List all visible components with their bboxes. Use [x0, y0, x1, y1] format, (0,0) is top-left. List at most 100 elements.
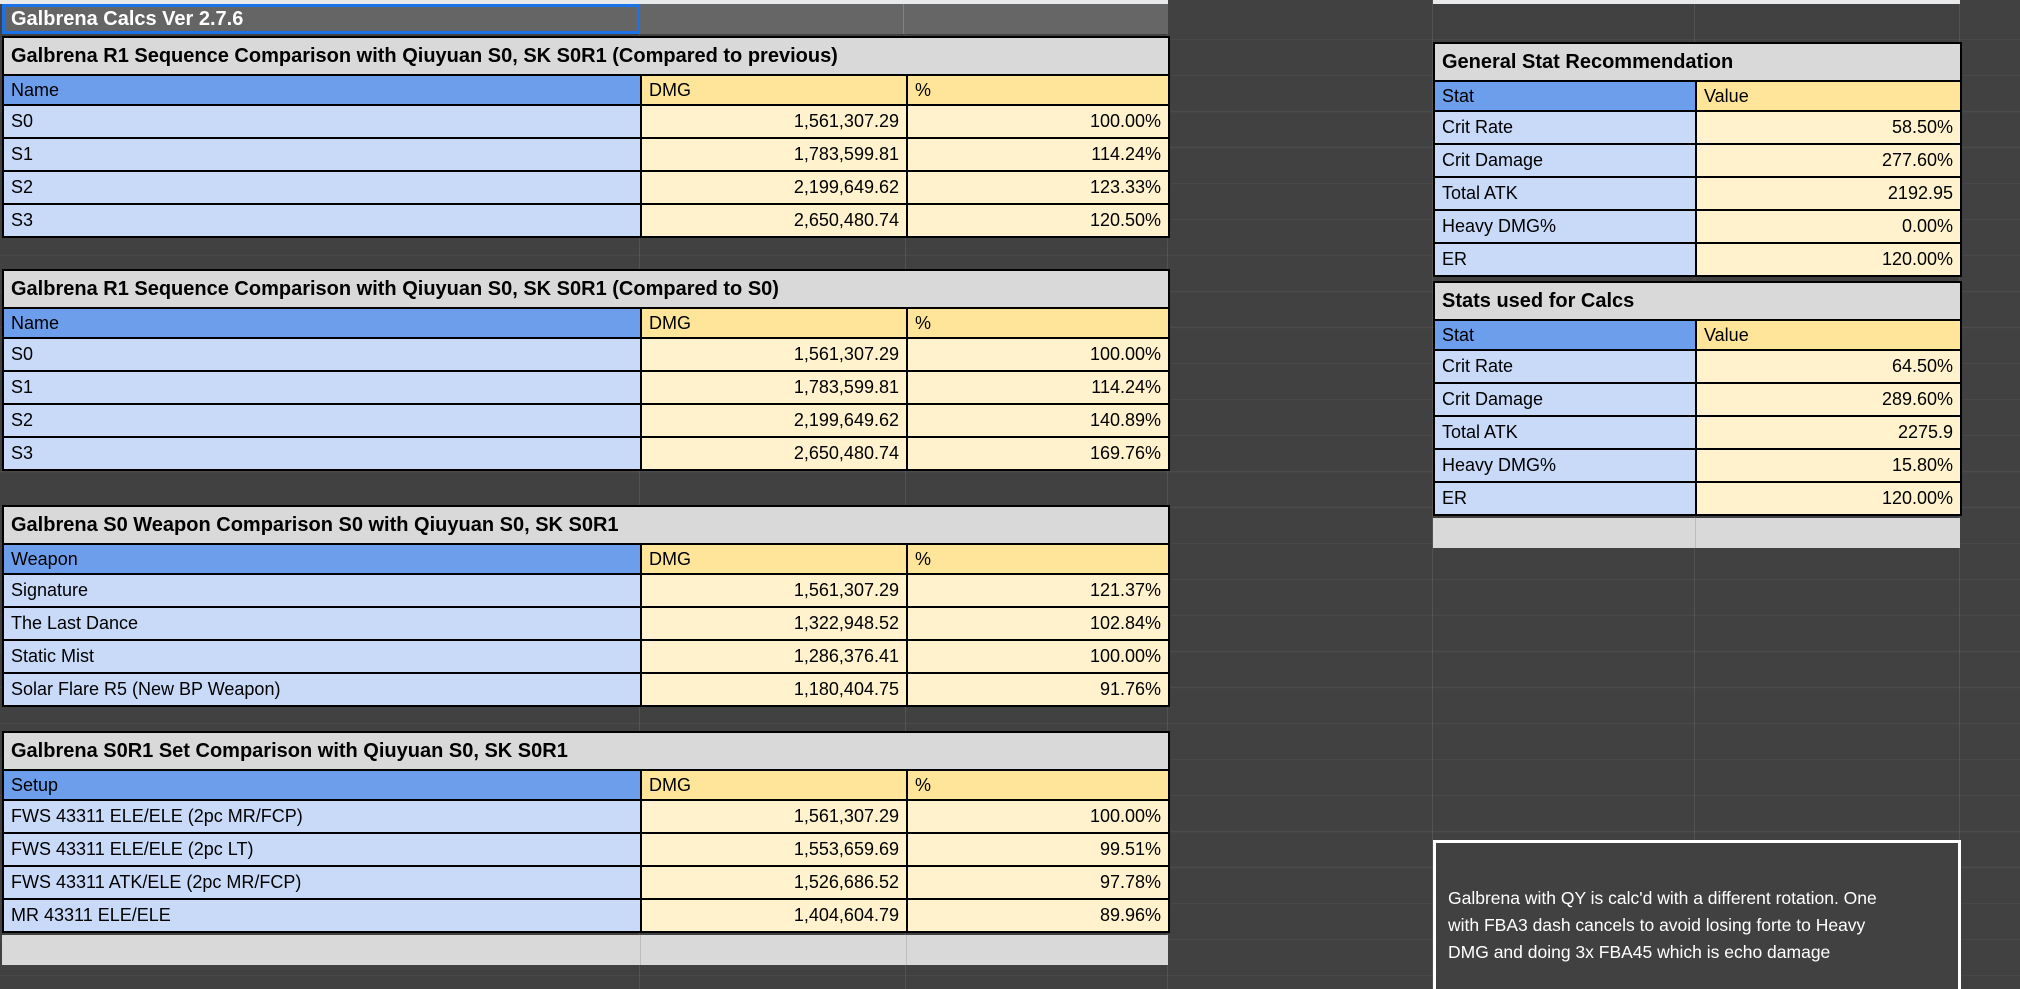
stat-cell[interactable]: Heavy DMG% — [1433, 209, 1697, 244]
section-title-cell[interactable]: Galbrena R1 Sequence Comparison with Qiu… — [1, 269, 1171, 309]
dmg-cell[interactable]: 1,561,307.29 — [640, 573, 908, 608]
name-cell[interactable]: MR 43311 ELE/ELE — [2, 898, 642, 933]
name-cell[interactable]: The Last Dance — [2, 606, 642, 641]
empty-formatted-row[interactable] — [1433, 518, 1960, 548]
col-header-pct[interactable]: % — [906, 74, 1170, 106]
name-cell[interactable]: S0 — [2, 337, 642, 372]
stat-cell[interactable]: ER — [1433, 242, 1697, 277]
name-cell[interactable]: FWS 43311 ATK/ELE (2pc MR/FCP) — [2, 865, 642, 900]
dmg-cell[interactable]: 2,199,649.62 — [640, 170, 908, 205]
name-cell[interactable]: Solar Flare R5 (New BP Weapon) — [2, 672, 642, 707]
dmg-cell[interactable]: 1,783,599.81 — [640, 137, 908, 172]
pct-cell[interactable]: 100.00% — [906, 104, 1170, 139]
pct-cell[interactable]: 114.24% — [905, 370, 1171, 405]
stat-cell[interactable]: Crit Rate — [1433, 110, 1697, 145]
stat-cell[interactable]: ER — [1433, 481, 1697, 516]
dmg-cell[interactable]: 2,650,480.74 — [640, 436, 908, 471]
col-header-pct[interactable]: % — [905, 307, 1171, 339]
stat-cell[interactable]: Crit Damage — [1433, 382, 1697, 417]
col-header-value[interactable]: Value — [1695, 80, 1962, 112]
name-cell[interactable]: S0 — [2, 104, 642, 139]
dmg-cell[interactable]: 1,180,404.75 — [640, 672, 908, 707]
value-cell[interactable]: 2275.9 — [1694, 415, 1963, 450]
col-header-dmg[interactable]: DMG — [640, 307, 908, 339]
dmg-cell[interactable]: 2,199,649.62 — [640, 403, 908, 438]
pct-cell[interactable]: 100.00% — [905, 799, 1171, 834]
stat-cell[interactable]: Total ATK — [1433, 176, 1697, 211]
pct-cell[interactable]: 102.84% — [905, 606, 1171, 641]
value-cell[interactable]: 15.80% — [1694, 448, 1963, 483]
value-cell[interactable]: 2192.95 — [1695, 176, 1962, 211]
value-cell[interactable]: 277.60% — [1695, 143, 1962, 178]
dmg-cell[interactable]: 1,561,307.29 — [640, 799, 908, 834]
section-title-cell[interactable]: Galbrena R1 Sequence Comparison with Qiu… — [2, 36, 1170, 76]
pct-cell[interactable]: 100.00% — [905, 639, 1171, 674]
value-cell[interactable]: 0.00% — [1695, 209, 1962, 244]
value-cell[interactable]: 289.60% — [1694, 382, 1963, 417]
value-cell[interactable]: 58.50% — [1695, 110, 1962, 145]
value-cell[interactable]: 64.50% — [1694, 349, 1963, 384]
name-cell[interactable]: S3 — [2, 436, 642, 471]
pct-cell[interactable]: 100.00% — [905, 337, 1171, 372]
col-header-dmg[interactable]: DMG — [640, 543, 908, 575]
pct-cell[interactable]: 123.33% — [906, 170, 1170, 205]
table-row: S3 2,650,480.74 120.50% — [2, 203, 1170, 238]
name-cell[interactable]: FWS 43311 ELE/ELE (2pc MR/FCP) — [2, 799, 642, 834]
dmg-cell[interactable]: 1,526,686.52 — [640, 865, 908, 900]
name-cell[interactable]: S2 — [2, 170, 642, 205]
name-cell[interactable]: Static Mist — [2, 639, 642, 674]
empty-formatted-row[interactable] — [2, 935, 1168, 965]
table-row: Solar Flare R5 (New BP Weapon) 1,180,404… — [2, 672, 1171, 707]
table-row: FWS 43311 ELE/ELE (2pc MR/FCP) 1,561,307… — [2, 799, 1171, 834]
pct-cell[interactable]: 114.24% — [906, 137, 1170, 172]
col-header-name[interactable]: Name — [2, 307, 642, 339]
section-title-cell[interactable]: Galbrena S0 Weapon Comparison S0 with Qi… — [1, 505, 1171, 545]
dmg-cell[interactable]: 1,322,948.52 — [640, 606, 908, 641]
dmg-cell[interactable]: 1,553,659.69 — [640, 832, 908, 867]
dmg-cell[interactable]: 1,404,604.79 — [640, 898, 908, 933]
name-cell[interactable]: S2 — [2, 403, 642, 438]
name-cell[interactable]: S1 — [2, 370, 642, 405]
stat-cell[interactable]: Total ATK — [1433, 415, 1697, 450]
pct-cell[interactable]: 97.78% — [905, 865, 1171, 900]
col-header-stat[interactable]: Stat — [1433, 319, 1697, 351]
selected-cell-title[interactable]: Galbrena Calcs Ver 2.7.6 — [2, 4, 640, 34]
name-cell[interactable]: Signature — [2, 573, 642, 608]
section-title-cell[interactable]: Galbrena S0R1 Set Comparison with Qiuyua… — [1, 731, 1171, 771]
dmg-cell[interactable]: 1,561,307.29 — [640, 337, 908, 372]
note-box[interactable]: Galbrena with QY is calc'd with a differ… — [1433, 840, 1961, 989]
dmg-cell[interactable]: 1,561,307.29 — [640, 104, 908, 139]
pct-cell[interactable]: 91.76% — [905, 672, 1171, 707]
name-cell[interactable]: FWS 43311 ELE/ELE (2pc LT) — [2, 832, 642, 867]
dmg-cell[interactable]: 1,783,599.81 — [640, 370, 908, 405]
col-header-stat[interactable]: Stat — [1433, 80, 1697, 112]
dmg-cell[interactable]: 2,650,480.74 — [640, 203, 908, 238]
table-row: FWS 43311 ELE/ELE (2pc LT) 1,553,659.69 … — [2, 832, 1171, 867]
section-title-cell[interactable]: General Stat Recommendation — [1433, 42, 1962, 82]
pct-cell[interactable]: 89.96% — [905, 898, 1171, 933]
pct-cell[interactable]: 120.50% — [906, 203, 1170, 238]
name-cell[interactable]: S1 — [2, 137, 642, 172]
section-title-cell[interactable]: Stats used for Calcs — [1432, 281, 1963, 321]
stat-cell[interactable]: Crit Damage — [1433, 143, 1697, 178]
pct-cell[interactable]: 140.89% — [905, 403, 1171, 438]
pct-cell[interactable]: 121.37% — [905, 573, 1171, 608]
value-cell[interactable]: 120.00% — [1694, 481, 1963, 516]
stat-cell[interactable]: Heavy DMG% — [1433, 448, 1697, 483]
stat-cell[interactable]: Crit Rate — [1433, 349, 1697, 384]
dmg-cell[interactable]: 1,286,376.41 — [640, 639, 908, 674]
col-header-pct[interactable]: % — [905, 769, 1171, 801]
pct-cell[interactable]: 99.51% — [905, 832, 1171, 867]
table-row: Heavy DMG% 0.00% — [1433, 209, 1962, 244]
col-header-dmg[interactable]: DMG — [640, 769, 908, 801]
col-header-setup[interactable]: Setup — [2, 769, 642, 801]
col-header-name[interactable]: Name — [2, 74, 642, 106]
col-header-pct[interactable]: % — [905, 543, 1171, 575]
col-header-dmg[interactable]: DMG — [640, 74, 908, 106]
name-cell[interactable]: S3 — [2, 203, 642, 238]
table-row: Heavy DMG% 15.80% — [1433, 448, 1963, 483]
col-header-weapon[interactable]: Weapon — [2, 543, 642, 575]
pct-cell[interactable]: 169.76% — [905, 436, 1171, 471]
col-header-value[interactable]: Value — [1694, 319, 1963, 351]
value-cell[interactable]: 120.00% — [1695, 242, 1962, 277]
